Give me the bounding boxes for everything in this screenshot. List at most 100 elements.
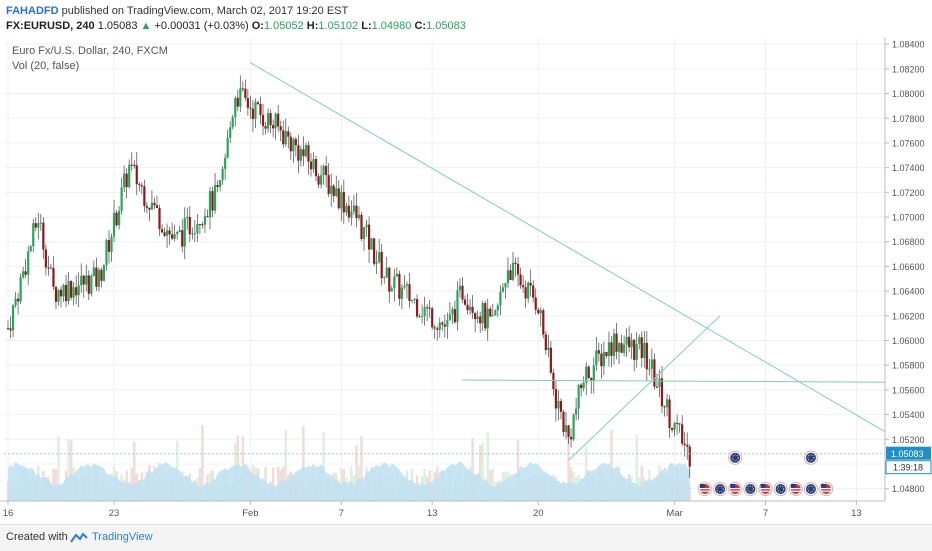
flag-stripe — [821, 488, 831, 489]
candle-body — [666, 399, 668, 407]
candle-body — [411, 300, 413, 301]
price-tick-label: 1.06200 — [892, 311, 925, 321]
candle-body — [555, 389, 557, 408]
candle-body — [143, 186, 145, 206]
candle-body — [451, 309, 453, 314]
candle-body — [118, 211, 120, 225]
candle-body — [441, 323, 443, 325]
candle-body — [406, 284, 408, 286]
candle-body — [674, 423, 676, 430]
candle-body — [656, 387, 658, 388]
candle-body — [671, 428, 673, 430]
candle-body — [199, 224, 201, 225]
candle-body — [50, 268, 52, 269]
eu-flag-icon — [804, 483, 817, 496]
candle-body — [371, 238, 373, 249]
eu-flag-icon — [714, 483, 727, 496]
candle-body — [317, 176, 319, 184]
author-name[interactable]: FAHADFD — [6, 5, 59, 17]
countdown-label: 1:39:18 — [893, 463, 923, 473]
candle-body — [386, 268, 388, 278]
flag-stripe — [791, 491, 801, 492]
candle-body — [557, 401, 559, 408]
candle-body — [136, 165, 138, 184]
candle-body — [401, 288, 403, 299]
candle-body — [290, 137, 292, 152]
candle-body — [509, 270, 511, 280]
candle-body — [176, 232, 178, 234]
candle-body — [537, 310, 539, 313]
flag-stripe — [730, 488, 740, 489]
time-tick-label: 16 — [3, 508, 14, 519]
time-tick-label: 20 — [533, 508, 544, 519]
candle-body — [224, 158, 226, 169]
candle-body — [25, 271, 27, 274]
candle-body — [658, 378, 660, 387]
candle-body — [600, 354, 602, 367]
candle-body — [378, 252, 380, 262]
flag-canton — [700, 484, 705, 488]
candle-body — [532, 286, 534, 298]
candle-body — [277, 114, 279, 127]
candle-body — [343, 192, 345, 212]
candle-body — [413, 299, 415, 300]
candle-body — [204, 216, 206, 224]
candle-body — [646, 343, 648, 369]
candle-body — [7, 328, 9, 329]
candle-body — [623, 345, 625, 353]
time-tick-label: Feb — [242, 508, 258, 519]
candle-body — [259, 104, 261, 115]
price-tick-label: 1.08400 — [892, 40, 925, 50]
tradingview-brand[interactable]: TradingView — [92, 531, 153, 543]
candle-body — [360, 215, 362, 239]
candle-body — [603, 352, 605, 366]
candle-body — [565, 425, 567, 432]
created-with-text: Created with — [6, 531, 68, 543]
candle-body — [605, 352, 607, 356]
candle-body — [229, 127, 231, 138]
price-chart[interactable]: 1.048001.050001.052001.054001.056001.058… — [0, 38, 932, 524]
candle-body — [32, 223, 34, 246]
candle-body — [641, 337, 643, 358]
candle-body — [676, 423, 678, 424]
candle-body — [418, 316, 420, 317]
candle-body — [335, 188, 337, 196]
candle-body — [254, 102, 256, 119]
price-axis[interactable]: 1.048001.050001.052001.054001.056001.058… — [885, 38, 932, 524]
candle-body — [330, 186, 332, 194]
candle-body — [560, 401, 562, 412]
us-flag-icon — [759, 483, 772, 496]
candle-body — [252, 109, 254, 119]
candle-body — [27, 251, 29, 274]
candle-body — [323, 166, 325, 175]
candle-body — [507, 270, 509, 283]
candle-body — [234, 98, 236, 117]
candle-body — [282, 130, 284, 144]
high-value: 1.05102 — [318, 20, 358, 32]
candle-body — [115, 213, 117, 225]
candle-body — [519, 275, 521, 286]
candle-body — [123, 174, 125, 188]
candle-body — [191, 234, 193, 235]
candle-body — [487, 309, 489, 329]
candle-body — [211, 191, 213, 211]
candle-body — [492, 315, 494, 316]
candle-body — [595, 350, 597, 365]
price-tick-label: 1.05400 — [892, 410, 925, 420]
candle-body — [20, 277, 22, 301]
candle-body — [578, 385, 580, 409]
candle-body — [355, 206, 357, 219]
publish-line: FAHADFD published on TradingView.com, Ma… — [6, 5, 348, 17]
candle-body — [436, 328, 438, 329]
candle-body — [333, 186, 335, 196]
time-axis[interactable]: 1623Feb71320Mar7132027Apr — [0, 501, 932, 524]
candle-body — [502, 287, 504, 291]
candle-body — [439, 323, 441, 330]
candle-body — [237, 98, 239, 107]
price-tick-label: 1.06600 — [892, 262, 925, 272]
candle-body — [517, 264, 519, 275]
low-label: L: — [361, 20, 371, 32]
volume-indicator-label[interactable]: Vol (20, false) — [12, 59, 168, 74]
candle-body — [638, 337, 640, 344]
candle-body — [70, 281, 72, 298]
